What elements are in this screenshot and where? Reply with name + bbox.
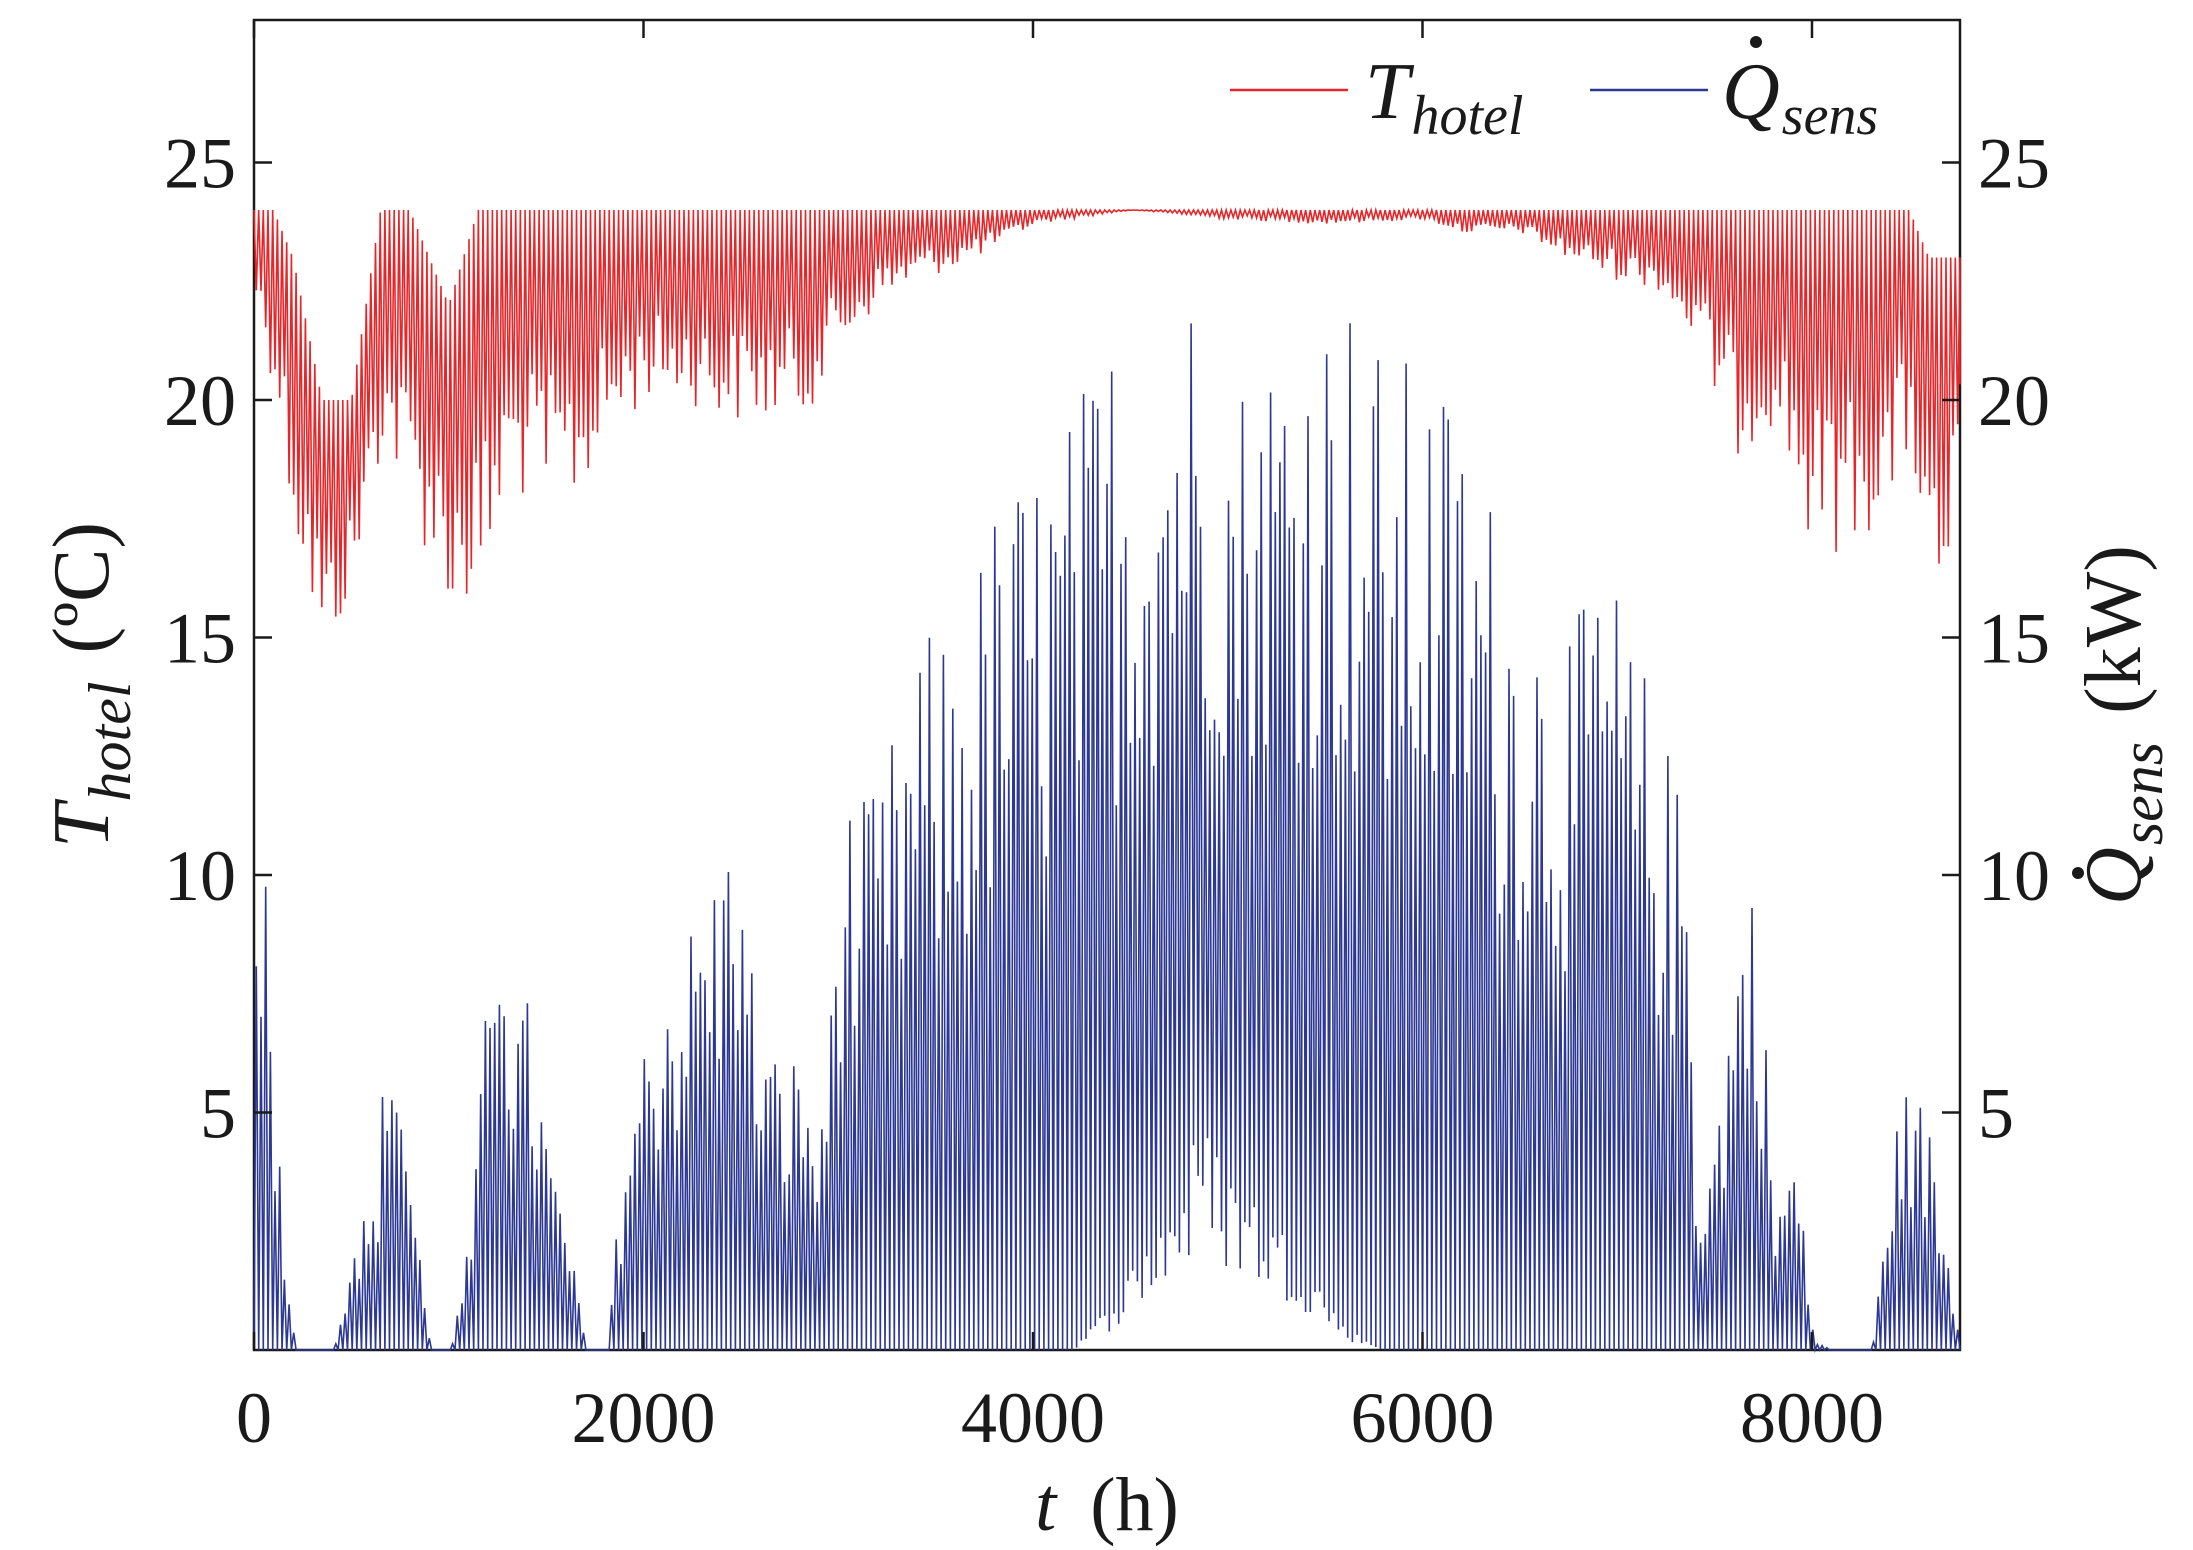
y-tick-label-right: 10: [1978, 836, 2050, 916]
y-tick-label-left: 15: [164, 599, 236, 679]
series-line-T_hotel: [253, 206, 1961, 617]
legend-var-1: Q: [1722, 48, 1780, 136]
legend: Thotel Qsens: [1230, 36, 1878, 147]
series-line-Q̇_sens: [253, 323, 1961, 1354]
y-axis-right-dot-accent: [2072, 867, 2084, 879]
x-tick-label: 6000: [1350, 1378, 1494, 1458]
y-tick-label-right: 15: [1978, 599, 2050, 679]
y-tick-label-right: 25: [1978, 124, 2050, 204]
y-left-part-2: (ºC): [38, 522, 126, 653]
y-tick-label-right: 5: [1978, 1074, 2014, 1154]
plot-frame: [252, 18, 1962, 1352]
y-axis-label-left-text: Thotel (ºC): [38, 522, 143, 848]
y-tick-label-left: 10: [164, 836, 236, 916]
y-axis-label-right-text: Qsens (kW): [2070, 545, 2175, 905]
y-axis-label-right: Qsens (kW): [2070, 545, 2175, 905]
legend-label-1: Qsens: [1722, 48, 1878, 147]
x-axis-unit: (h): [1090, 1463, 1179, 1547]
y-left-part-1: hotel: [77, 681, 143, 801]
legend-label-0: Thotel: [1365, 48, 1523, 147]
x-tick-label: 8000: [1740, 1378, 1884, 1458]
y-axis-label-left: Thotel (ºC): [38, 522, 143, 848]
y-tick-label-left: 20: [164, 361, 236, 441]
labels-layer: t (h) Thotel (ºC) Qsens (kW): [38, 522, 2175, 1547]
y-right-part-1: sens: [2109, 742, 2175, 845]
x-tick-label: 4000: [961, 1378, 1105, 1458]
ticks-layer: 0 2000 4000 6000 8000 5 5 10 10 15 15 20 20 25 25: [164, 20, 2050, 1458]
y-right-part-2: (kW): [2070, 545, 2158, 714]
x-tick-label: 2000: [571, 1378, 715, 1458]
y-tick-label-right: 20: [1978, 361, 2050, 441]
x-tick-label: 0: [236, 1378, 272, 1458]
series-layer: [253, 206, 1961, 1354]
y-left-part-0: T: [38, 798, 126, 848]
legend-sub-1: sens: [1782, 85, 1878, 147]
legend-var-0: T: [1365, 48, 1415, 136]
legend-dot-accent: [1750, 36, 1762, 48]
y-right-part-0: Q: [2070, 847, 2158, 905]
plot-area: [252, 18, 1962, 1352]
x-axis-label: t (h): [1035, 1463, 1179, 1547]
legend-sub-0: hotel: [1412, 85, 1524, 147]
x-axis-var: t: [1035, 1463, 1058, 1547]
y-tick-label-left: 5: [200, 1074, 236, 1154]
y-tick-label-left: 25: [164, 124, 236, 204]
